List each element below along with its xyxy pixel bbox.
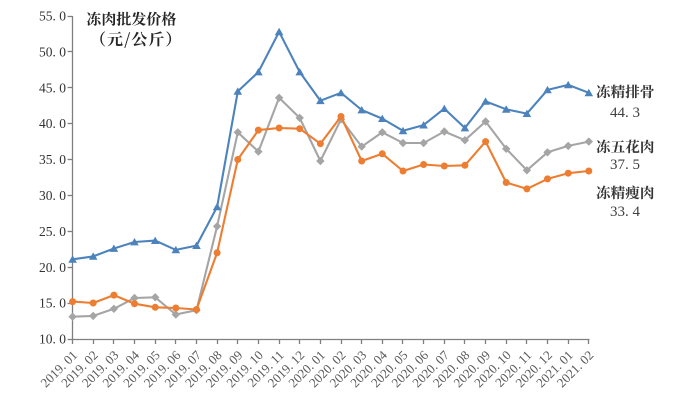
svg-text:30. 0: 30. 0: [39, 188, 66, 203]
svg-text:50. 0: 50. 0: [39, 45, 66, 60]
svg-text:37. 5: 37. 5: [610, 157, 640, 173]
svg-text:45. 0: 45. 0: [39, 80, 66, 95]
svg-text:10. 0: 10. 0: [39, 332, 66, 347]
svg-text:25. 0: 25. 0: [39, 224, 66, 239]
svg-text:55. 0: 55. 0: [39, 9, 66, 24]
svg-text:20. 0: 20. 0: [39, 260, 66, 275]
svg-text:44. 3: 44. 3: [610, 105, 640, 121]
svg-text:33. 4: 33. 4: [610, 204, 641, 220]
svg-text:35. 0: 35. 0: [39, 152, 66, 167]
svg-text:40. 0: 40. 0: [39, 116, 66, 131]
svg-text:15. 0: 15. 0: [39, 296, 66, 311]
